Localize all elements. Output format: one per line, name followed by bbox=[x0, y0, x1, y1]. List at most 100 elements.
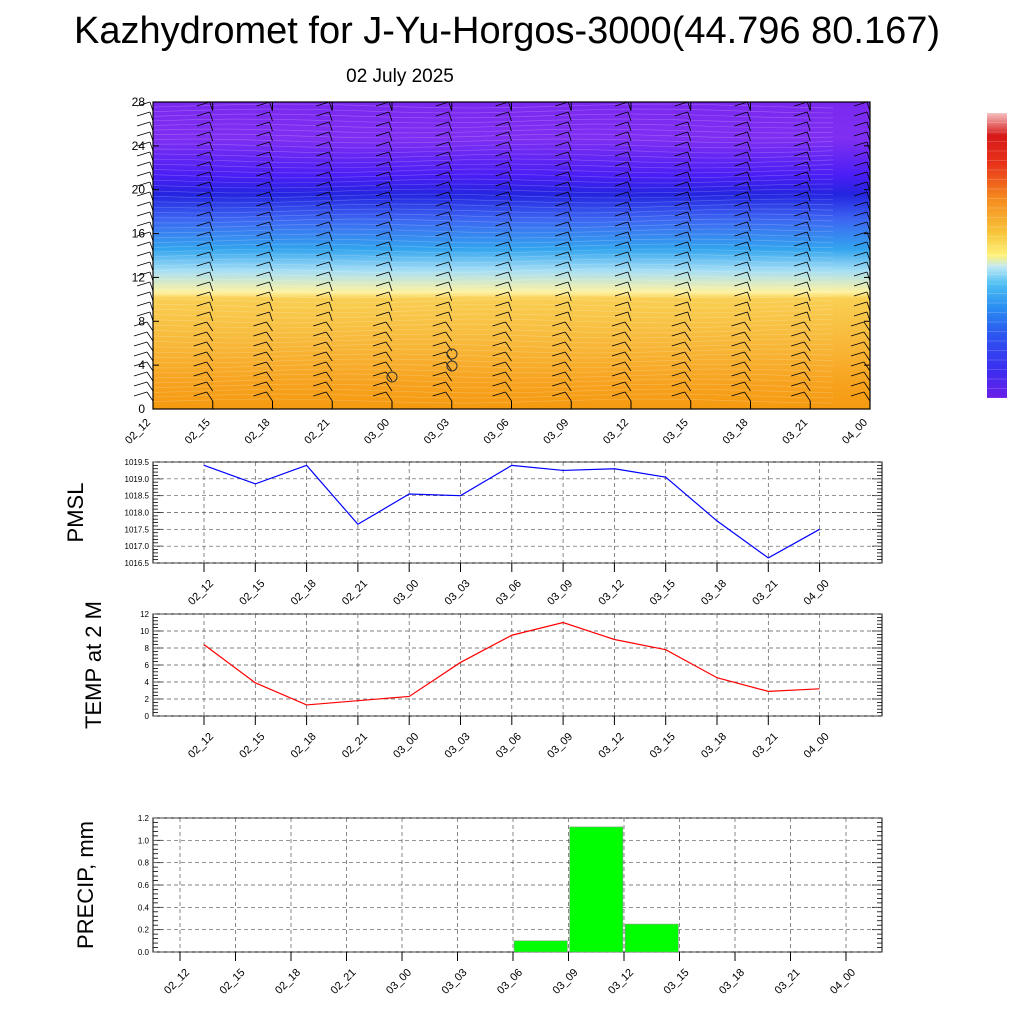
x-tick-label: 04_00 bbox=[802, 578, 832, 608]
wind-barb-flag bbox=[435, 181, 449, 187]
wind-barb-flag bbox=[136, 171, 151, 177]
contour-line bbox=[152, 268, 834, 274]
contour-line bbox=[152, 393, 834, 399]
x-tick-label: 02_12 bbox=[123, 417, 153, 447]
contour-line bbox=[152, 303, 834, 309]
wind-barb bbox=[445, 361, 453, 372]
contour-line bbox=[152, 298, 834, 304]
wind-barb-flag bbox=[435, 281, 449, 287]
contour-line bbox=[152, 258, 834, 264]
wind-barb bbox=[269, 251, 273, 262]
contour-line bbox=[152, 308, 834, 314]
wind-barb bbox=[564, 341, 572, 352]
wind-barb-flag bbox=[552, 351, 566, 357]
x-tick-label: 04_00 bbox=[802, 731, 832, 761]
wind-barb bbox=[328, 151, 333, 162]
wind-barb bbox=[328, 241, 333, 252]
wind-barb bbox=[209, 251, 214, 262]
wind-barb bbox=[744, 371, 751, 382]
contour-line bbox=[152, 113, 834, 119]
wind-barb-flag bbox=[136, 121, 151, 127]
wind-barb bbox=[806, 291, 811, 302]
wind-barb-flag bbox=[375, 241, 390, 247]
wind-barb-flag bbox=[492, 351, 506, 357]
x-tick-label: 03_15 bbox=[661, 417, 691, 447]
wind-barb-flag bbox=[614, 211, 629, 217]
wind-barb-flag bbox=[552, 341, 566, 347]
wind-barb bbox=[388, 181, 393, 192]
wind-barb-flag bbox=[734, 181, 748, 187]
wind-barb bbox=[209, 181, 214, 192]
wind-barb bbox=[448, 261, 453, 272]
wind-barb bbox=[806, 221, 811, 232]
wind-barb bbox=[508, 261, 512, 272]
wind-barb-flag bbox=[674, 101, 688, 107]
contour-line bbox=[152, 183, 834, 189]
wind-barb-flag bbox=[674, 251, 688, 257]
wind-barb bbox=[627, 301, 632, 312]
wind-barb-flag bbox=[555, 251, 569, 257]
x-tick-label: 03_12 bbox=[596, 578, 626, 608]
wind-barb-flag bbox=[794, 171, 808, 177]
wind-barb-flag bbox=[136, 151, 151, 157]
wind-barb-flag bbox=[552, 361, 566, 367]
wind-barb bbox=[567, 241, 572, 252]
colorbar-bands bbox=[987, 112, 1007, 399]
wind-barb-flag bbox=[674, 271, 688, 277]
wind-barb-flag bbox=[256, 141, 270, 147]
wind-barb bbox=[803, 341, 811, 352]
wind-barb bbox=[209, 131, 214, 142]
wind-barb bbox=[627, 311, 632, 322]
wind-barb bbox=[269, 271, 273, 282]
wind-barb bbox=[206, 361, 214, 372]
wind-barb-flag bbox=[552, 321, 566, 327]
wind-barb bbox=[687, 191, 692, 202]
wind-barb-flag bbox=[316, 131, 330, 137]
wind-barb-flag bbox=[611, 371, 626, 377]
wind-barb-flag bbox=[794, 221, 808, 227]
wind-barb bbox=[803, 331, 811, 342]
wind-barb-flag bbox=[136, 181, 151, 187]
wind-barb-flag bbox=[791, 321, 805, 327]
wind-barb bbox=[269, 121, 273, 132]
wind-barb-flag bbox=[313, 351, 327, 357]
wind-barb-flag bbox=[256, 261, 270, 267]
wind-barb bbox=[508, 141, 512, 152]
wind-barb bbox=[806, 301, 811, 312]
x-tick-label: 03_18 bbox=[717, 967, 747, 997]
contour-line bbox=[152, 178, 834, 184]
y-tick-label: 24 bbox=[132, 139, 146, 153]
wind-barb-flag bbox=[671, 321, 685, 327]
wind-barb bbox=[328, 211, 333, 222]
wind-barb-flag bbox=[671, 361, 685, 367]
y-axis-label: TEMP at 2 M bbox=[81, 601, 106, 729]
wind-barb-flag bbox=[674, 201, 688, 207]
wind-barb bbox=[146, 391, 154, 402]
wind-barb bbox=[747, 311, 751, 322]
wind-barb-flag bbox=[791, 361, 805, 367]
wind-barb-flag bbox=[133, 391, 148, 397]
wind-barb-flag bbox=[136, 191, 151, 197]
wind-barb bbox=[325, 391, 333, 402]
x-tick-label: 03_03 bbox=[422, 417, 452, 447]
wind-barb bbox=[684, 391, 692, 402]
wind-barb bbox=[806, 271, 811, 282]
wind-barb bbox=[206, 331, 214, 342]
wind-barb bbox=[146, 381, 154, 392]
wind-barb-flag bbox=[435, 231, 449, 237]
wind-barb bbox=[448, 211, 453, 222]
wind-barb bbox=[624, 381, 632, 392]
wind-barb bbox=[744, 381, 751, 392]
wind-barb-flag bbox=[734, 251, 748, 257]
y-tick-label: 0 bbox=[145, 712, 150, 721]
contour-line bbox=[152, 283, 834, 289]
wind-barb-flag bbox=[133, 341, 148, 347]
wind-barb-flag bbox=[316, 281, 330, 287]
wind-barb-flag bbox=[256, 201, 270, 207]
y-tick-label: 1018.5 bbox=[125, 492, 150, 501]
wind-barb-flag bbox=[850, 391, 865, 397]
wind-barb bbox=[803, 371, 811, 382]
wind-barb bbox=[627, 201, 632, 212]
y-tick-label: 4 bbox=[138, 358, 145, 372]
contour-line bbox=[152, 358, 834, 364]
